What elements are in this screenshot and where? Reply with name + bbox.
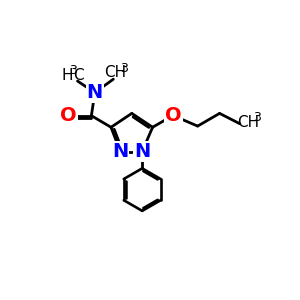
Text: O: O — [60, 106, 76, 125]
Text: CH: CH — [105, 65, 127, 80]
Text: C: C — [74, 68, 84, 83]
Text: 3: 3 — [69, 64, 76, 77]
Text: 3: 3 — [120, 61, 128, 75]
Text: N: N — [134, 142, 150, 161]
Text: 3: 3 — [253, 111, 261, 124]
Text: H: H — [61, 68, 73, 83]
Text: N: N — [112, 142, 128, 161]
Text: O: O — [165, 106, 182, 125]
Text: CH: CH — [237, 115, 260, 130]
Text: N: N — [87, 83, 103, 102]
